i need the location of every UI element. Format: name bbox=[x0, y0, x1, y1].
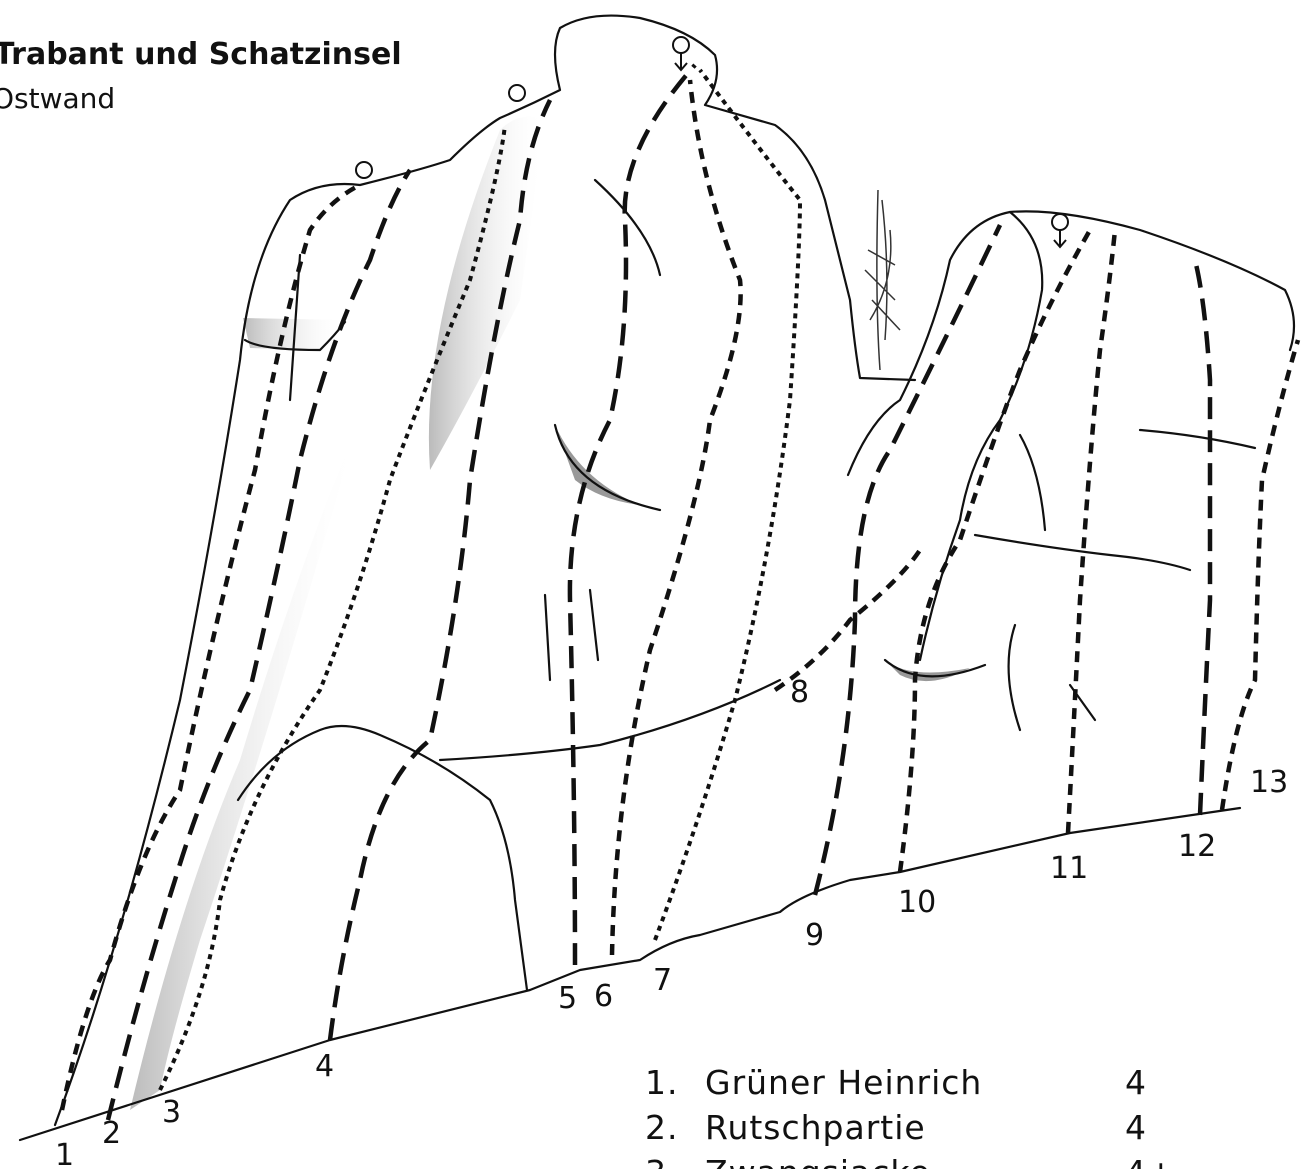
route bbox=[612, 80, 741, 955]
legend-name: Grüner Heinrich bbox=[705, 1063, 982, 1102]
page: Topo html, body { margin: 0; padding: 0;… bbox=[0, 0, 1304, 1169]
shadow bbox=[885, 660, 970, 681]
route bbox=[900, 230, 1090, 872]
route-label: 1 bbox=[55, 1138, 74, 1169]
legend-number: 2. bbox=[645, 1108, 679, 1147]
route-label: 6 bbox=[594, 979, 613, 1014]
route-label: 12 bbox=[1178, 829, 1216, 864]
grass bbox=[865, 190, 900, 370]
legend: 1. Grüner Heinrich 4 2. Rutschpartie 4 3. Zwang… bbox=[645, 1063, 1176, 1169]
route bbox=[1195, 260, 1210, 815]
route-label: 9 bbox=[805, 918, 824, 953]
route bbox=[655, 70, 800, 940]
route-label: 5 bbox=[558, 981, 577, 1016]
route-label: 11 bbox=[1050, 851, 1088, 886]
title: Trabant und Schatzinsel bbox=[0, 37, 402, 72]
route bbox=[108, 170, 410, 1120]
route-label: 13 bbox=[1250, 765, 1288, 800]
route bbox=[570, 65, 695, 965]
body: {"header": {"title": "Trabant und Schatz… bbox=[0, 0, 1304, 1169]
topo-diagram: Trabant und Schatzinsel Ostwand 12345678… bbox=[0, 0, 1304, 1169]
legend-grade: 4 bbox=[1125, 1063, 1147, 1102]
legend-grade: 4 bbox=[1125, 1108, 1147, 1147]
route-label: 4 bbox=[315, 1049, 334, 1084]
route bbox=[1068, 230, 1115, 833]
shadow bbox=[555, 425, 640, 505]
route-label: 3 bbox=[162, 1095, 181, 1130]
route-label: 8 bbox=[790, 675, 809, 710]
route-label: 2 bbox=[102, 1116, 121, 1151]
legend-number: 3. bbox=[645, 1153, 679, 1169]
anchors bbox=[356, 37, 1068, 247]
legend-grade: 4+ bbox=[1125, 1153, 1176, 1169]
subtitle: Ostwand bbox=[0, 82, 115, 115]
legend-name: Rutschpartie bbox=[705, 1108, 926, 1147]
route bbox=[1222, 340, 1298, 810]
legend-name: Zwangsjacke bbox=[705, 1153, 931, 1169]
route-label: 7 bbox=[653, 963, 672, 998]
legend-number: 1. bbox=[645, 1063, 679, 1102]
route-label: 10 bbox=[898, 885, 936, 920]
